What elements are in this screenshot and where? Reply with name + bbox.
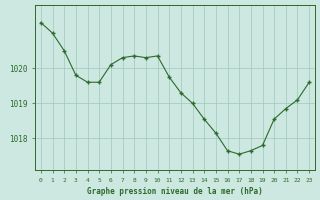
X-axis label: Graphe pression niveau de la mer (hPa): Graphe pression niveau de la mer (hPa) [87, 187, 263, 196]
